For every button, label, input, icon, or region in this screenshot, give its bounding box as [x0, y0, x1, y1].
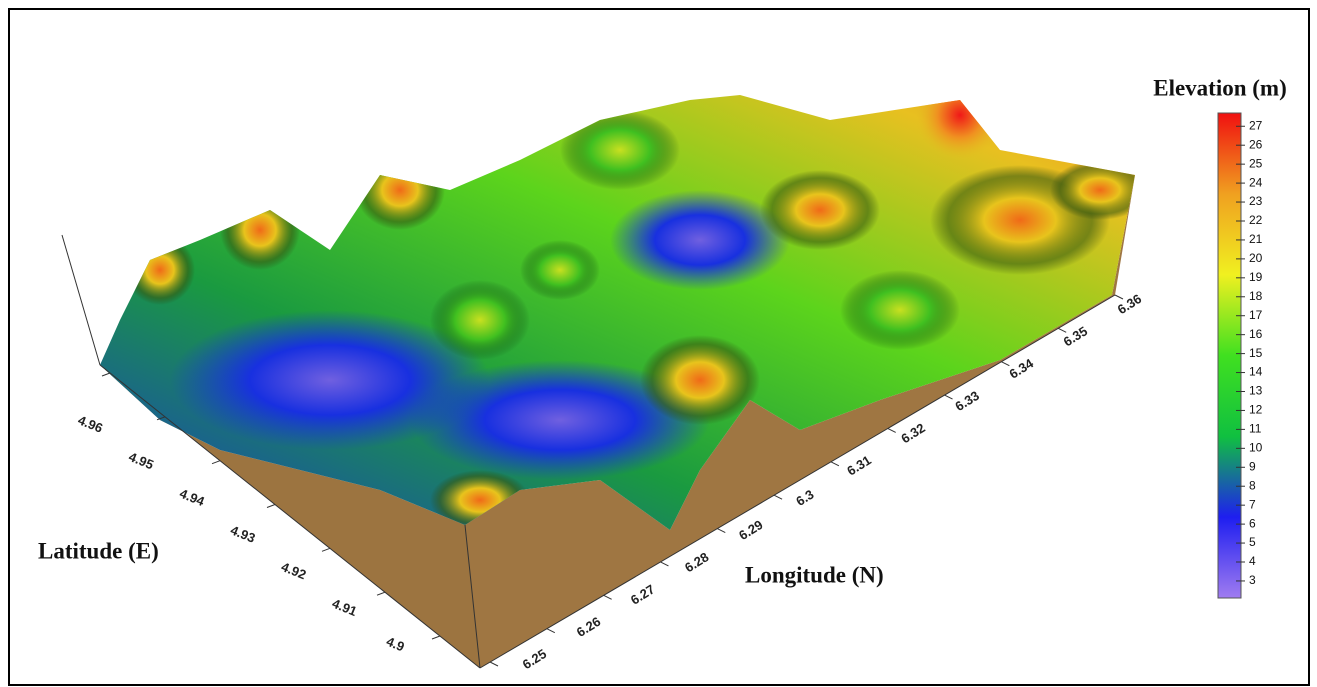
colorbar-tick-label: 13 [1249, 384, 1263, 398]
colorbar-tick-label: 12 [1249, 403, 1263, 417]
colorbar-tick-label: 7 [1249, 497, 1256, 511]
colorbar-tick-label: 3 [1249, 573, 1256, 587]
colorbar [1218, 113, 1241, 598]
colorbar-tick-label: 9 [1249, 459, 1256, 473]
colorbar-tick-label: 27 [1249, 118, 1263, 132]
colorbar-tick-label: 15 [1249, 346, 1263, 360]
x-axis-label: Longitude (N) [745, 562, 884, 587]
colorbar-tick-label: 22 [1249, 213, 1263, 227]
colorbar-tick-label: 23 [1249, 194, 1263, 208]
colorbar-tick-label: 24 [1249, 175, 1263, 189]
colorbar-tick-label: 14 [1249, 365, 1263, 379]
colorbar-tick-label: 25 [1249, 156, 1263, 170]
colorbar-tick-label: 6 [1249, 516, 1256, 530]
colorbar-tick-label: 26 [1249, 137, 1263, 151]
y-axis-label: Latitude (E) [38, 538, 159, 563]
colorbar-title: Elevation (m) [1153, 75, 1287, 100]
colorbar-tick-label: 20 [1249, 251, 1263, 265]
colorbar-tick-label: 4 [1249, 554, 1256, 568]
colorbar-tick-label: 17 [1249, 308, 1263, 322]
colorbar-tick-label: 10 [1249, 441, 1263, 455]
colorbar-tick-label: 11 [1249, 422, 1262, 436]
colorbar-tick-label: 5 [1249, 535, 1256, 549]
colorbar-tick-label: 19 [1249, 270, 1263, 284]
chart: Elevation (m) Latitude (E) Longitude (N)… [0, 0, 1317, 687]
colorbar-tick-label: 18 [1249, 289, 1263, 303]
colorbar-tick-label: 21 [1249, 232, 1263, 246]
colorbar-tick-label: 8 [1249, 478, 1256, 492]
colorbar-tick-label: 16 [1249, 327, 1263, 341]
